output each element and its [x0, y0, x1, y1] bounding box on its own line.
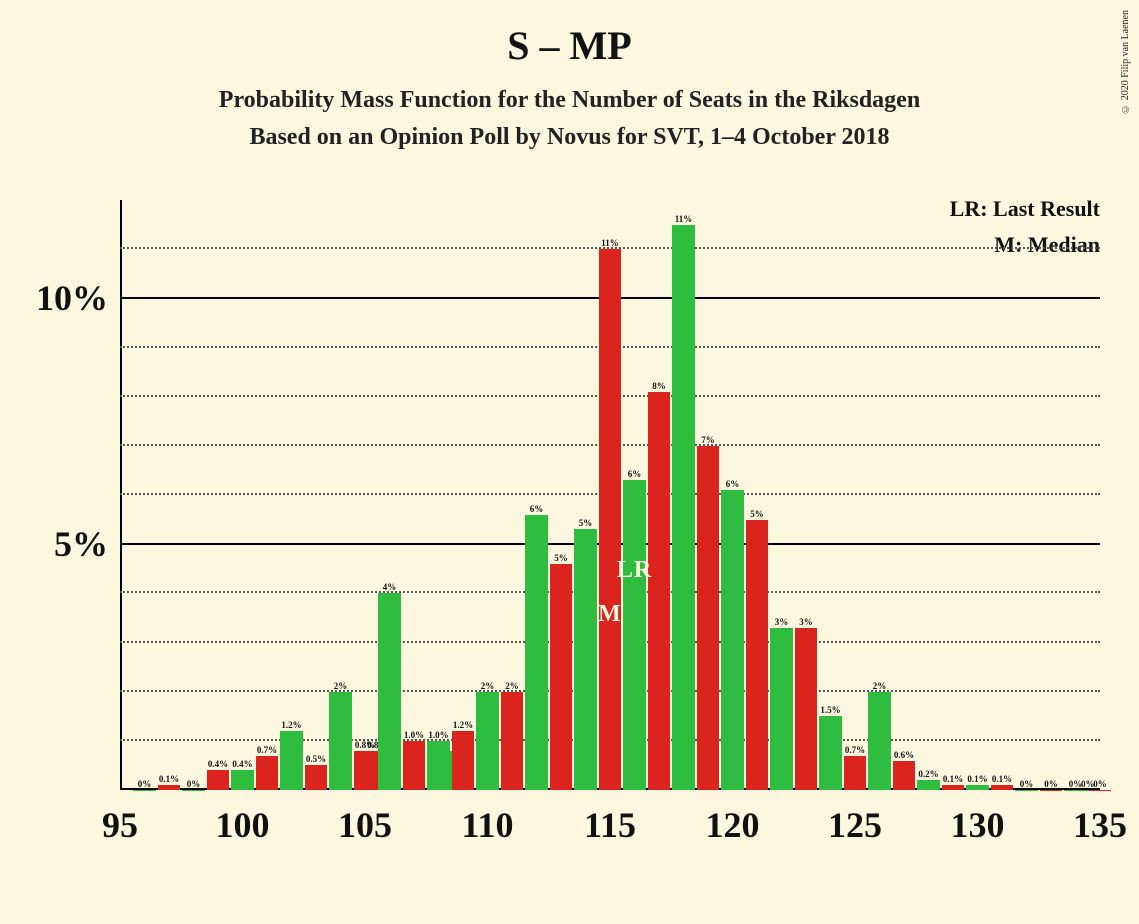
bar: 0%: [1089, 790, 1112, 791]
x-axis-label: 125: [828, 804, 882, 846]
bar: 11%: [672, 225, 695, 790]
bar-value-label: 1.5%: [820, 705, 840, 715]
bar-value-label: 0.4%: [232, 759, 252, 769]
bar: 0.7%: [256, 756, 279, 790]
y-axis-label: 5%: [54, 523, 108, 565]
bar-value-label: 2%: [873, 681, 887, 691]
bar: 3%: [770, 628, 793, 790]
annotation-m: M: [598, 601, 622, 628]
bar-value-label: 0.2%: [918, 769, 938, 779]
bar-value-label: 6%: [530, 504, 544, 514]
bar-value-label: 0.1%: [992, 774, 1012, 784]
x-axis-label: 115: [584, 804, 636, 846]
bar: 0.1%: [158, 785, 181, 790]
bar: 0.1%: [991, 785, 1014, 790]
y-axis-label: 10%: [36, 277, 108, 319]
bar-value-label: 0.4%: [208, 759, 228, 769]
x-axis-label: 135: [1073, 804, 1127, 846]
bar: 6%: [623, 480, 646, 790]
bar-value-label: 2%: [505, 681, 519, 691]
bar: 1.5%: [819, 716, 842, 790]
bar-value-label: 11%: [675, 214, 693, 224]
bar: 0%: [1040, 790, 1063, 791]
bar-value-label: 0.5%: [306, 754, 326, 764]
bar: 0%: [133, 790, 156, 791]
bar: 11%: [599, 249, 622, 790]
annotation-lr: LR: [617, 557, 652, 584]
bar: 4%: [378, 593, 401, 790]
bar: 3%: [795, 628, 818, 790]
bar: 2%: [501, 692, 524, 790]
bar: 2%: [868, 692, 891, 790]
title-main: S – MP: [0, 22, 1139, 69]
bar: 5%: [574, 529, 597, 790]
legend: LR: Last Result M: Median: [950, 196, 1100, 268]
bar-value-label: 0.6%: [894, 750, 914, 760]
bar-value-label: 3%: [799, 617, 813, 627]
legend-lr: LR: Last Result: [950, 196, 1100, 222]
bar: 2%: [476, 692, 499, 790]
bar: 6%: [525, 515, 548, 790]
bar-value-label: 0%: [138, 779, 152, 789]
bar: 0.4%: [207, 770, 230, 790]
legend-m: M: Median: [950, 232, 1100, 258]
x-axis-label: 105: [338, 804, 392, 846]
bar: 7%: [697, 446, 720, 790]
bar: 0.6%: [893, 761, 916, 791]
bar-value-label: 2%: [481, 681, 495, 691]
bar-value-label: 8%: [652, 381, 666, 391]
bar-value-label: 7%: [701, 435, 715, 445]
bar-value-label: 1.2%: [453, 720, 473, 730]
x-axis-label: 100: [216, 804, 270, 846]
bar: 1.0%: [403, 741, 426, 790]
bar-value-label: 0.7%: [845, 745, 865, 755]
bar: 8%: [648, 392, 671, 790]
copyright-text: © 2020 Filip van Laenen: [1120, 10, 1131, 114]
chart-titles: S – MP Probability Mass Function for the…: [0, 0, 1139, 151]
subtitle-1: Probability Mass Function for the Number…: [0, 87, 1139, 114]
bar: 1.2%: [452, 731, 475, 790]
bar: 0%: [1015, 790, 1038, 791]
bar-value-label: 6%: [628, 469, 642, 479]
bar-value-label: 0%: [1020, 779, 1034, 789]
bar-value-label: 1.0%: [428, 730, 448, 740]
bar: 5%: [550, 564, 573, 790]
y-axis: [120, 200, 122, 790]
subtitle-2: Based on an Opinion Poll by Novus for SV…: [0, 124, 1139, 151]
bar-value-label: 3%: [775, 617, 789, 627]
bar: 2%: [329, 692, 352, 790]
bar: 0%: [182, 790, 205, 791]
bar: 0.2%: [917, 780, 940, 790]
bar: 6%: [721, 490, 744, 790]
bar-value-label: 5%: [554, 553, 568, 563]
bar: 0.4%: [231, 770, 254, 790]
x-axis-label: 110: [461, 804, 513, 846]
bar-value-label: 5%: [750, 509, 764, 519]
x-axis-label: 120: [706, 804, 760, 846]
x-axis-label: 130: [951, 804, 1005, 846]
bar-value-label: 6%: [726, 479, 740, 489]
bar-value-label: 5%: [579, 518, 593, 528]
bar-value-label: 0.1%: [943, 774, 963, 784]
bar-value-label: 4%: [383, 582, 397, 592]
bar-value-label: 11%: [601, 238, 619, 248]
bar-value-label: 0.1%: [159, 774, 179, 784]
bar-value-label: 0%: [1044, 779, 1058, 789]
bar: 5%: [746, 520, 769, 790]
x-axis-label: 95: [102, 804, 138, 846]
bar-value-label: 0.1%: [967, 774, 987, 784]
bar: 0.7%: [844, 756, 867, 790]
bar-value-label: 1.0%: [404, 730, 424, 740]
bar-value-label: 0%: [187, 779, 201, 789]
bar-value-label: 0.7%: [257, 745, 277, 755]
bar-value-label: 2%: [334, 681, 348, 691]
bar: 0.1%: [942, 785, 965, 790]
chart-plot-area: LR: Last Result M: Median 5%10%951001051…: [120, 200, 1100, 790]
bar-value-label: 0%: [1093, 779, 1107, 789]
bar-value-label: 1.2%: [281, 720, 301, 730]
bar: 0.5%: [305, 765, 328, 790]
bar: 1.2%: [280, 731, 303, 790]
bar: 0.1%: [966, 785, 989, 790]
